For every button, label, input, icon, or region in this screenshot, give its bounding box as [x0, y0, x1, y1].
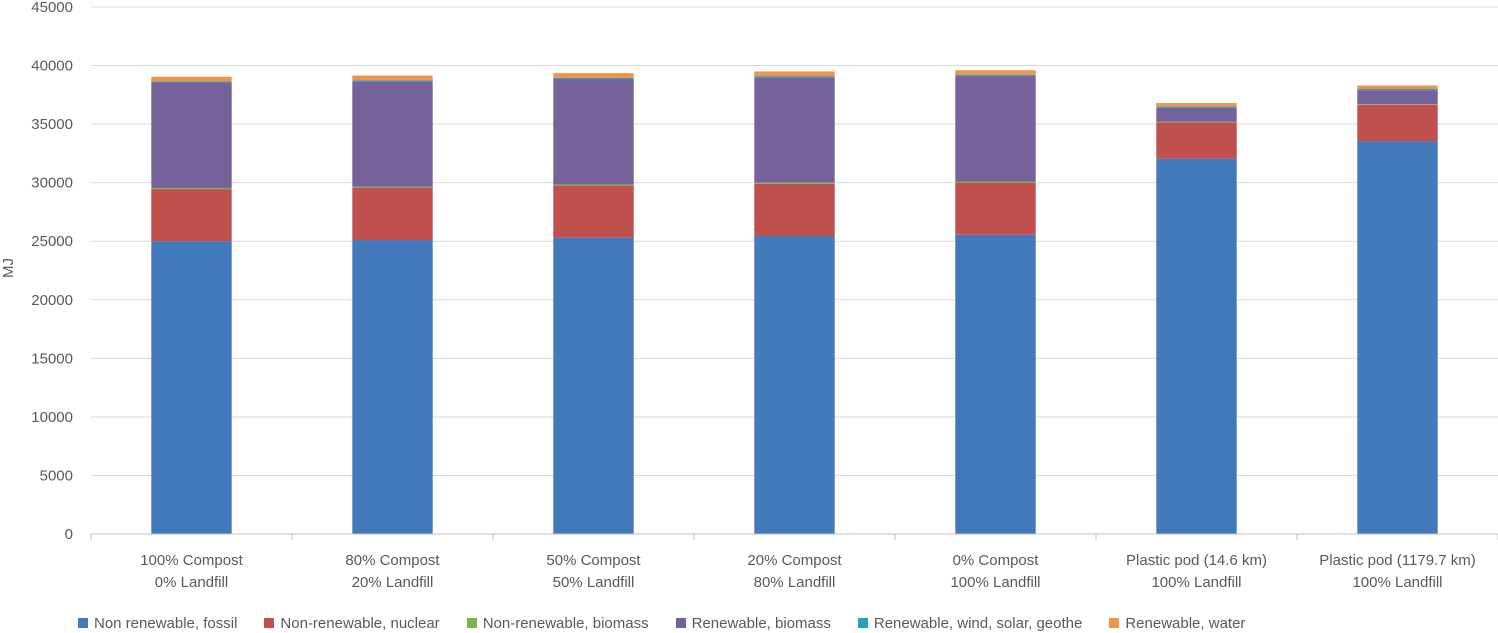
bar-segment — [1156, 106, 1237, 108]
legend-item: Non renewable, fossil — [78, 615, 237, 632]
legend-label: Renewable, biomass — [691, 614, 831, 632]
bar-segment — [754, 71, 835, 77]
bar-segment — [1357, 90, 1438, 105]
bar-segment — [352, 80, 433, 82]
bar-stack — [955, 70, 1036, 534]
y-tick-label: 10000 — [31, 409, 73, 426]
bar-segment — [553, 184, 634, 186]
legend-item: Renewable, water — [1109, 615, 1245, 632]
legend-label: Non renewable, fossil — [94, 614, 238, 632]
bar-segment — [955, 234, 1036, 534]
bar-segment — [1156, 121, 1237, 123]
bar-stack — [1156, 103, 1237, 535]
x-tick-label: 80% Compost — [345, 552, 440, 569]
bar-segment — [955, 76, 1036, 182]
bar-segment — [754, 182, 835, 184]
bar-segment — [553, 237, 634, 534]
bar-segment — [1156, 122, 1237, 159]
legend-label: Renewable, water — [1125, 614, 1246, 632]
legend-item: Non-renewable, nuclear — [264, 614, 440, 632]
x-tick-label: 20% Compost — [747, 552, 842, 569]
bar-segment — [754, 183, 835, 236]
bar-segment — [955, 74, 1036, 77]
bar-segment — [1357, 104, 1438, 105]
y-axis-label: MJ — [0, 258, 17, 278]
legend-swatch — [78, 618, 88, 628]
bar-segment — [1357, 88, 1438, 91]
bar-segment — [955, 181, 1036, 183]
x-tick-label: Plastic pod (1179.7 km) — [1319, 552, 1475, 569]
bar-segment — [553, 185, 634, 238]
bar-segment — [151, 241, 232, 534]
y-tick-label: 20000 — [31, 292, 73, 309]
x-tick-label: 100% Compost — [140, 552, 243, 569]
bar-segment — [553, 79, 634, 185]
legend-swatch — [264, 618, 275, 628]
x-tick-label: 50% Compost — [546, 552, 641, 569]
legend-swatch — [466, 618, 477, 628]
bar-stack — [352, 75, 433, 534]
bar-segment — [553, 77, 634, 80]
bar-segment — [151, 82, 232, 188]
bar-segment — [352, 75, 433, 81]
y-tick-label: 30000 — [31, 175, 73, 192]
y-tick-label: 40000 — [31, 58, 73, 75]
axes — [90, 533, 1498, 540]
x-tick-label: 100% Landfill — [1352, 574, 1442, 591]
legend-label: Non-renewable, nuclear — [280, 614, 440, 632]
bar-segment — [955, 70, 1036, 75]
legend-item: Renewable, wind, solar, geothe — [857, 614, 1083, 632]
bar-segment — [352, 186, 433, 188]
legend: Non renewable, fossil Non-renewable, nucl… — [78, 614, 1272, 632]
bar-stacks — [151, 70, 1438, 535]
bar-segment — [1357, 85, 1438, 89]
stacked-bar-chart: 0 5000 10000 15000 20000 25000 30000 35000 40000… — [0, 0, 1498, 591]
y-tick-label: 5000 — [40, 467, 73, 484]
bar-stack — [754, 71, 835, 535]
bar-segment — [754, 76, 835, 78]
bar-segment — [1156, 103, 1237, 107]
x-tick-label: 100% Landfill — [950, 574, 1040, 591]
x-tick-label: 100% Landfill — [1151, 574, 1241, 591]
bar-segment — [151, 189, 232, 242]
bar-segment — [553, 73, 634, 78]
legend-item: Non-renewable, biomass — [466, 614, 649, 632]
legend-label: Non-renewable, biomass — [482, 614, 649, 632]
bar-segment — [352, 187, 433, 241]
y-tick-label: 25000 — [31, 233, 73, 250]
bar-segment — [1156, 107, 1237, 122]
bar-segment — [1357, 104, 1438, 142]
x-tick-label: 80% Landfill — [754, 574, 836, 591]
legend-label: Renewable, wind, solar, geothe — [873, 614, 1083, 632]
bar-segment — [151, 81, 232, 83]
x-tick-labels: 100% Compost 0% Landfill 80% Compost 20% La… — [140, 552, 1476, 591]
legend-swatch — [675, 618, 686, 628]
y-tick-label: 35000 — [31, 116, 73, 133]
y-tick-label: 45000 — [31, 0, 73, 16]
bar-segment — [1357, 141, 1438, 534]
bar-segment — [151, 76, 232, 82]
x-tick-label: 0% Landfill — [155, 574, 228, 591]
bar-stack — [553, 73, 634, 534]
legend-swatch — [1109, 618, 1120, 628]
bar-segment — [1156, 158, 1237, 535]
x-tick-label: 20% Landfill — [352, 574, 434, 591]
x-tick-label: 50% Landfill — [553, 574, 635, 591]
y-tick-label: 15000 — [31, 350, 73, 367]
y-tick-labels: 0 5000 10000 15000 20000 25000 30000 35000 40000… — [31, 0, 73, 543]
legend-swatch — [857, 618, 868, 628]
bar-segment — [955, 182, 1036, 235]
bar-segment — [151, 187, 232, 190]
bar-segment — [352, 240, 433, 534]
legend-item: Renewable, biomass — [675, 614, 831, 632]
y-tick-label: 0 — [65, 526, 73, 543]
x-tick-label: Plastic pod (14.6 km) — [1126, 552, 1267, 569]
bar-segment — [754, 235, 835, 535]
bar-segment — [754, 77, 835, 183]
bar-stack — [1357, 85, 1438, 534]
bar-stack — [151, 76, 232, 534]
bar-segment — [352, 81, 433, 187]
x-tick-label: 0% Compost — [953, 552, 1040, 569]
